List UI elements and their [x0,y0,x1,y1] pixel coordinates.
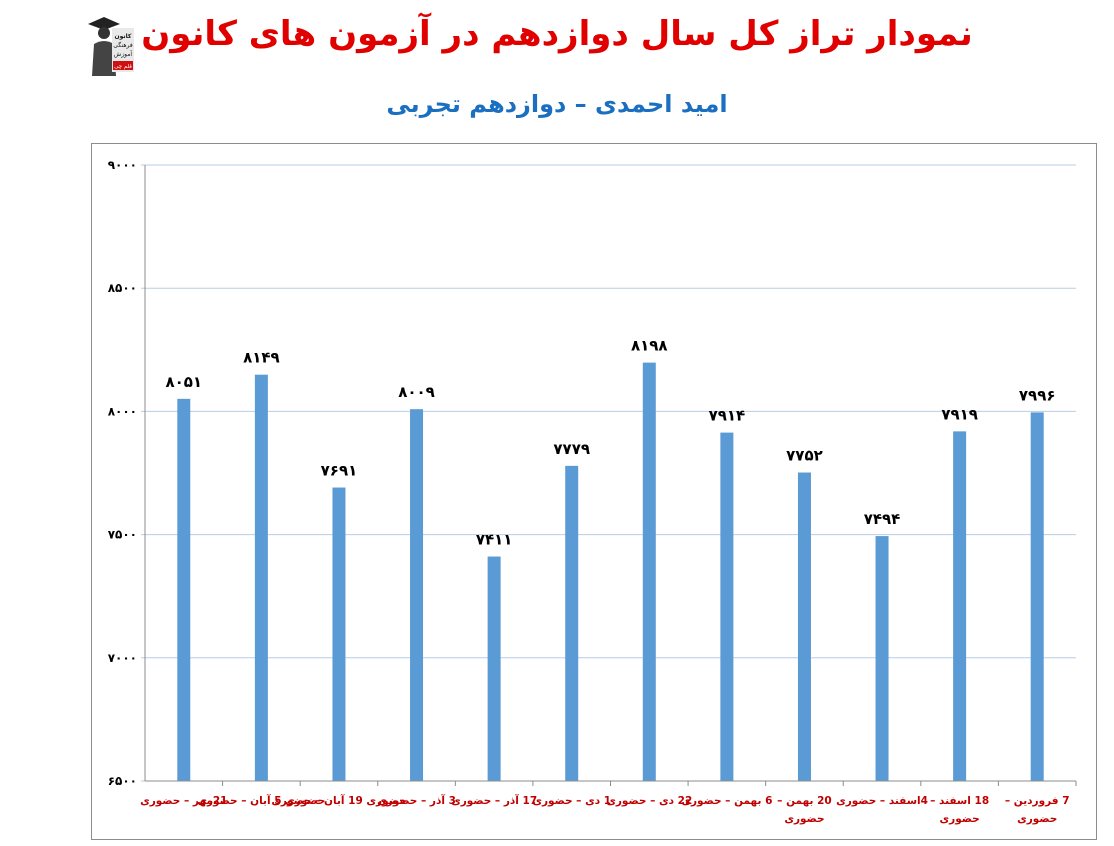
x-tick-label: 7 فروردین – [1005,795,1070,807]
x-tick-label: 18 اسفند – [930,795,989,807]
data-label: ۷۴۹۴ [864,510,901,528]
bar [642,362,656,781]
logo-text-1: کانون [115,33,132,40]
kanoon-logo: کانون فرهنگی آموزش قلم چی [82,14,138,80]
chart-title: نمودار تراز کل سال دوازدهم در آزمون های … [141,14,973,54]
bar [720,432,734,781]
y-tick-label: ۷۰۰۰ [108,651,137,665]
data-label: ۸۱۴۹ [243,349,280,367]
x-tick-label: 21مهر – حضوری [140,795,227,807]
x-tick-label: حضوری 5 آبان – حضوری [197,794,325,807]
data-label: ۷۹۹۶ [1019,386,1056,404]
x-tick-label: 4اسفند – حضوری [836,795,928,807]
y-tick-label: ۷۵۰۰ [108,528,137,542]
x-tick-label: 6 بهمن – حضوری [681,795,772,807]
bar [797,472,811,781]
data-label: ۸۰۰۹ [398,383,435,401]
x-tick-label: 1 دی – حضوری [532,795,611,807]
y-tick-label: ۹۰۰۰ [108,158,137,172]
data-label: ۷۹۱۴ [709,407,746,425]
data-label: ۷۶۹۱ [321,462,358,480]
logo-text-2: فرهنگی [113,41,133,49]
x-tick-label: حضوری 19 آبان – حضوری [271,794,406,807]
y-tick-label: ۶۵۰۰ [108,774,137,788]
bar [953,431,967,781]
x-tick-label: 17 آذر – حضوری [451,794,537,807]
bar [487,556,501,781]
x-tick-label: حضوری [784,813,824,825]
logo-text-3: آموزش [114,49,133,58]
chart-frame [91,143,1097,840]
x-tick-label: 22 دی – حضوری [606,795,692,807]
bar [332,487,346,781]
bar [410,409,424,781]
y-tick-label: ۸۰۰۰ [108,404,137,418]
chart-subtitle: امید احمدی – دوازدهم تجربی [386,90,728,118]
data-label: ۷۴۱۱ [476,531,513,549]
x-tick-label: 20 بهمن – [777,795,832,807]
bar [565,465,579,781]
data-label: ۸۱۹۸ [631,337,668,355]
bar [1030,412,1044,781]
bar [177,398,191,781]
x-tick-label: حضوری [940,813,980,825]
y-tick-label: ۸۵۰۰ [108,281,137,295]
x-tick-label: 3 آذر – حضوری [377,794,456,807]
graduate-logo-icon: کانون فرهنگی آموزش قلم چی [88,17,134,76]
data-label: ۷۷۵۲ [786,447,823,465]
data-label: ۸۰۵۱ [165,373,202,391]
bar [254,374,268,781]
logo-text-4: قلم چی [114,64,132,70]
bar [875,536,889,781]
x-tick-label: حضوری [1017,813,1057,825]
data-label: ۷۷۷۹ [553,440,590,458]
data-label: ۷۹۱۹ [941,405,978,423]
